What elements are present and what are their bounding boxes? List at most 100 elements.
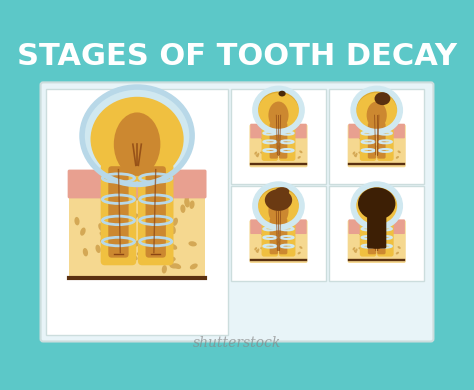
Ellipse shape [184,199,190,207]
Ellipse shape [255,247,257,250]
Ellipse shape [282,133,285,135]
Ellipse shape [298,156,301,159]
FancyBboxPatch shape [329,186,424,280]
Ellipse shape [263,225,266,228]
Ellipse shape [277,241,281,243]
Ellipse shape [380,251,383,253]
Ellipse shape [279,229,283,232]
Ellipse shape [361,136,363,140]
FancyBboxPatch shape [69,178,205,280]
Ellipse shape [388,251,391,254]
Ellipse shape [366,101,387,129]
Ellipse shape [130,213,138,220]
Ellipse shape [368,227,372,230]
FancyBboxPatch shape [249,220,308,263]
Ellipse shape [268,197,289,225]
Ellipse shape [123,182,131,188]
FancyBboxPatch shape [377,120,393,161]
FancyBboxPatch shape [348,124,405,138]
Ellipse shape [161,252,168,259]
Ellipse shape [190,200,194,209]
Ellipse shape [361,232,363,236]
Ellipse shape [184,198,190,206]
Ellipse shape [373,131,375,135]
FancyBboxPatch shape [329,89,424,184]
Ellipse shape [119,187,126,194]
Ellipse shape [257,153,259,156]
Ellipse shape [275,187,289,196]
Ellipse shape [187,183,192,191]
Ellipse shape [255,154,258,157]
Ellipse shape [287,246,291,248]
Ellipse shape [282,229,285,231]
Ellipse shape [358,152,362,154]
FancyBboxPatch shape [231,186,326,280]
Ellipse shape [180,204,185,213]
Ellipse shape [383,232,385,236]
Ellipse shape [384,225,388,227]
Ellipse shape [133,240,141,247]
Ellipse shape [398,246,401,249]
Ellipse shape [370,232,373,234]
Ellipse shape [286,225,290,227]
Ellipse shape [381,234,384,236]
Ellipse shape [277,145,281,148]
Ellipse shape [391,135,393,137]
Ellipse shape [123,220,130,227]
FancyBboxPatch shape [367,216,381,248]
Ellipse shape [261,232,263,236]
Ellipse shape [271,232,273,235]
Ellipse shape [165,238,170,247]
Ellipse shape [355,248,357,252]
Ellipse shape [263,136,265,140]
Ellipse shape [375,241,379,243]
FancyBboxPatch shape [377,123,386,159]
Ellipse shape [369,136,371,140]
Ellipse shape [270,132,273,134]
Ellipse shape [377,229,381,232]
FancyBboxPatch shape [41,82,433,342]
Ellipse shape [283,234,286,236]
Ellipse shape [91,97,183,181]
Ellipse shape [358,247,362,250]
Ellipse shape [275,151,278,154]
Ellipse shape [299,246,302,249]
Ellipse shape [353,151,356,155]
Ellipse shape [95,245,101,253]
FancyBboxPatch shape [36,30,438,79]
Ellipse shape [284,249,286,253]
Ellipse shape [359,136,361,140]
Ellipse shape [126,236,131,244]
Ellipse shape [299,151,302,153]
Ellipse shape [260,247,264,250]
Ellipse shape [380,133,383,136]
Ellipse shape [284,153,286,157]
Ellipse shape [116,187,124,193]
Ellipse shape [134,188,141,195]
Ellipse shape [380,155,383,157]
Ellipse shape [173,263,181,269]
Ellipse shape [255,151,257,155]
Ellipse shape [355,92,398,131]
FancyBboxPatch shape [279,218,287,254]
Ellipse shape [93,184,100,191]
Ellipse shape [366,137,369,140]
Ellipse shape [281,251,285,253]
Ellipse shape [274,131,277,135]
Ellipse shape [373,227,375,230]
Ellipse shape [382,153,384,157]
Ellipse shape [290,251,293,254]
Ellipse shape [100,231,107,238]
Ellipse shape [260,152,264,154]
Ellipse shape [396,156,399,159]
Ellipse shape [268,233,271,236]
Ellipse shape [282,133,285,136]
FancyBboxPatch shape [279,120,295,161]
Ellipse shape [366,227,369,230]
Ellipse shape [292,135,295,137]
Text: shutterstock: shutterstock [193,336,281,350]
Ellipse shape [184,192,190,200]
FancyBboxPatch shape [46,89,228,335]
Ellipse shape [257,92,300,131]
FancyBboxPatch shape [146,166,166,258]
